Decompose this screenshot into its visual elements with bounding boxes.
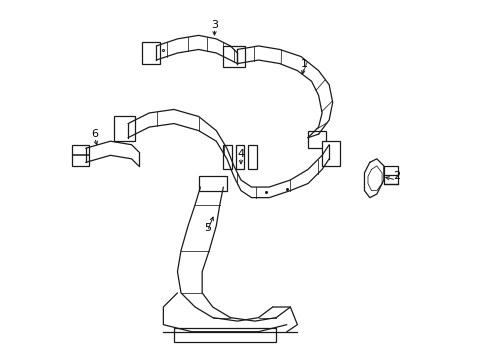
Bar	[383, 166, 397, 184]
Text: 1: 1	[300, 59, 307, 68]
Text: 6: 6	[91, 129, 98, 139]
Bar	[235, 145, 244, 170]
Text: 5: 5	[203, 222, 210, 233]
Bar	[71, 145, 89, 166]
Bar	[174, 328, 276, 342]
Bar	[223, 46, 244, 67]
Bar	[247, 145, 256, 170]
Bar	[307, 131, 325, 148]
Bar	[223, 145, 232, 170]
Bar	[322, 141, 339, 166]
Bar	[114, 117, 135, 141]
Text: 2: 2	[392, 171, 399, 181]
Text: 4: 4	[237, 149, 244, 158]
Text: 3: 3	[211, 20, 218, 30]
Bar	[142, 42, 160, 64]
Bar	[198, 176, 226, 190]
